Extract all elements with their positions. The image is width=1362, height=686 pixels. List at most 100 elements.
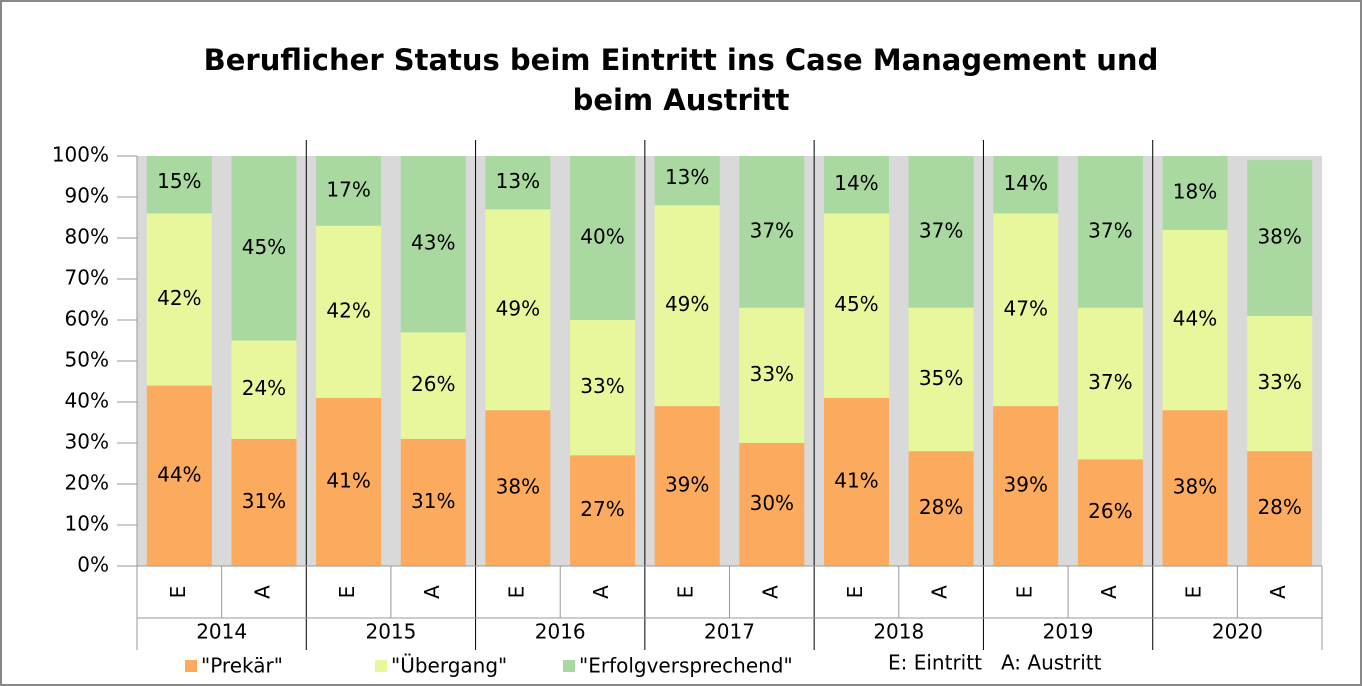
x-tick-label: A	[589, 585, 613, 599]
x-tick-label: E	[1182, 586, 1206, 599]
legend-label: "Prekär"	[201, 654, 283, 678]
bar-segment	[993, 406, 1059, 566]
y-tick-label: 90%	[65, 184, 109, 208]
data-label: 14%	[834, 171, 878, 195]
y-tick-label: 100%	[52, 143, 109, 167]
x-tick-label: E	[674, 586, 698, 599]
data-label: 17%	[326, 177, 370, 201]
data-label: 18%	[1173, 179, 1217, 203]
bar-segment	[485, 410, 551, 566]
bar-segment	[485, 156, 551, 210]
bar-segment	[908, 156, 974, 308]
data-label: 44%	[157, 462, 201, 486]
bar-segment	[1162, 229, 1228, 411]
bar-segment	[908, 307, 974, 452]
data-label: 37%	[750, 218, 794, 242]
data-label: 30%	[750, 491, 794, 515]
data-label: 42%	[326, 298, 370, 322]
bar-segment	[993, 156, 1059, 214]
annotation: E: Eintritt A: Austritt	[888, 651, 1102, 675]
bar-segment	[993, 213, 1059, 407]
bar-segment	[146, 156, 212, 214]
y-tick-label: 30%	[65, 430, 109, 454]
bar-segment	[823, 213, 889, 398]
data-label: 31%	[411, 489, 455, 513]
data-label: 45%	[834, 292, 878, 316]
group-label: 2019	[1043, 620, 1094, 644]
data-label: 41%	[834, 468, 878, 492]
bar-segment	[823, 156, 889, 214]
data-label: 39%	[665, 473, 709, 497]
data-label: 14%	[1004, 171, 1048, 195]
bar-segment	[400, 332, 466, 439]
data-label: 33%	[750, 362, 794, 386]
legend-swatch	[375, 660, 387, 672]
bar-segment	[570, 320, 636, 456]
y-tick-label: 80%	[65, 225, 109, 249]
group-label: 2016	[535, 620, 586, 644]
data-label: 41%	[326, 468, 370, 492]
x-tick-label: A	[928, 585, 952, 599]
data-label: 39%	[1004, 473, 1048, 497]
data-label: 28%	[919, 495, 963, 519]
y-tick-label: 40%	[65, 389, 109, 413]
data-label: 38%	[1173, 475, 1217, 499]
data-label: 15%	[157, 169, 201, 193]
legend-label: "Übergang"	[391, 654, 507, 678]
data-label: 26%	[1088, 499, 1132, 523]
x-tick-label: E	[843, 586, 867, 599]
bar-segment	[1077, 156, 1143, 308]
data-label: 38%	[496, 475, 540, 499]
data-label: 13%	[496, 169, 540, 193]
data-label: 40%	[580, 225, 624, 249]
bar-segment	[1077, 459, 1143, 566]
bar-segment	[231, 438, 297, 566]
data-label: 38%	[1257, 225, 1301, 249]
x-tick-label: E	[335, 586, 359, 599]
legend-swatch	[563, 660, 575, 672]
group-label: 2015	[365, 620, 416, 644]
data-label: 13%	[665, 165, 709, 189]
bar-segment	[231, 340, 297, 439]
y-tick-label: 70%	[65, 266, 109, 290]
data-label: 43%	[411, 231, 455, 255]
data-label: 35%	[919, 366, 963, 390]
x-tick-label: E	[1012, 586, 1036, 599]
legend-label: "Erfolgversprechend"	[579, 654, 793, 678]
data-label: 26%	[411, 372, 455, 396]
bar-segment	[739, 156, 805, 308]
data-label: 49%	[496, 296, 540, 320]
data-label: 45%	[242, 235, 286, 259]
x-tick-label: A	[1097, 585, 1121, 599]
chart-title: Beruflicher Status beim Eintritt ins Cas…	[203, 43, 1159, 117]
data-label: 47%	[1004, 296, 1048, 320]
bar-segment	[654, 205, 720, 407]
data-label: 37%	[1088, 370, 1132, 394]
data-label: 44%	[1173, 307, 1217, 331]
y-tick-label: 10%	[65, 512, 109, 536]
bar-segment	[739, 443, 805, 566]
data-label: 31%	[242, 489, 286, 513]
x-tick-label: E	[166, 586, 190, 599]
bar-segment	[1247, 451, 1313, 566]
bar-segment	[316, 397, 382, 566]
bar-segment	[231, 156, 297, 341]
data-label: 37%	[919, 218, 963, 242]
data-label: 49%	[665, 292, 709, 316]
bar-segment	[1162, 410, 1228, 566]
bar-segment	[1077, 307, 1143, 460]
data-label: 37%	[1088, 218, 1132, 242]
bars	[146, 156, 1313, 566]
data-label: 33%	[580, 374, 624, 398]
bar-segment	[654, 406, 720, 566]
data-label: 24%	[242, 376, 286, 400]
group-label: 2020	[1212, 620, 1263, 644]
data-label: 27%	[580, 497, 624, 521]
bar-segment	[739, 307, 805, 443]
bar-segment	[1247, 315, 1313, 452]
data-label: 42%	[157, 286, 201, 310]
y-tick-label: 20%	[65, 471, 109, 495]
